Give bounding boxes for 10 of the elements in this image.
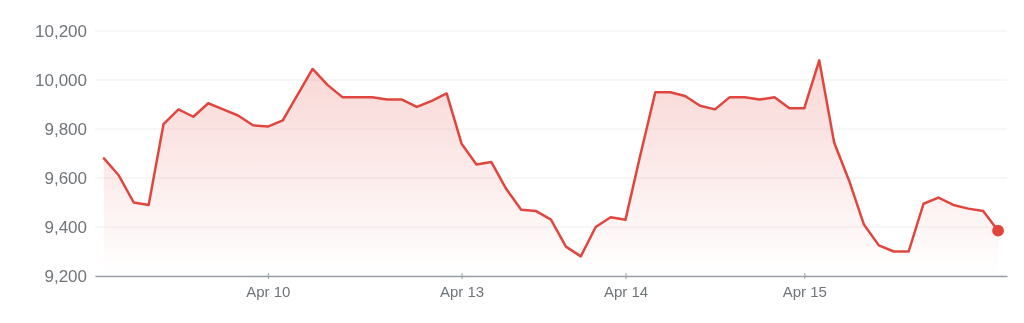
y-tick-label: 9,800 xyxy=(44,119,87,139)
x-tick-label: Apr 10 xyxy=(246,282,291,300)
x-tick-label: Apr 15 xyxy=(782,282,827,300)
y-tick-label: 9,200 xyxy=(44,266,87,286)
x-tick-label: Apr 14 xyxy=(603,282,649,300)
y-tick-label: 10,000 xyxy=(35,70,87,90)
y-tick-label: 9,400 xyxy=(44,217,87,237)
x-tick-label: Apr 13 xyxy=(439,282,485,300)
y-tick-label: 9,600 xyxy=(44,168,87,188)
y-tick-label: 10,200 xyxy=(35,21,87,41)
